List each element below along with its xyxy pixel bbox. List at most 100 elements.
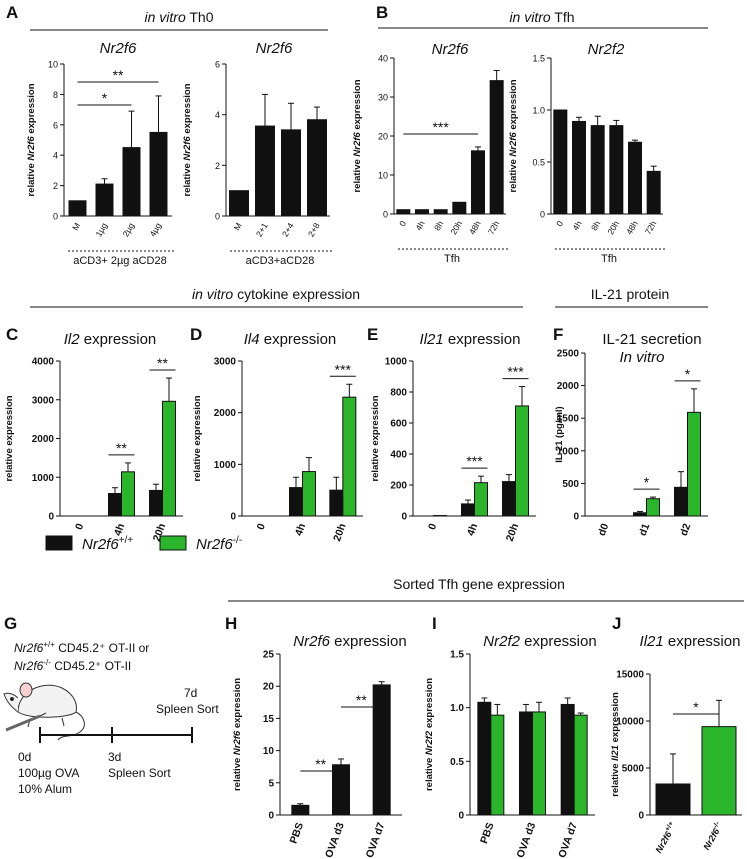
chart-e: Il21 expression 0 200 400 600 800 1000 relative… xyxy=(370,331,536,543)
y-tick-label: 0 xyxy=(230,512,236,523)
legend-label-wt: Nr2f6+/+ xyxy=(82,535,133,553)
y-tick-label: 10 xyxy=(263,746,275,757)
header-rest: cytokine expression xyxy=(233,286,360,302)
significance-label: ** xyxy=(356,692,367,708)
x-tick-label: d2 xyxy=(678,522,694,538)
ylabel-pre: relative xyxy=(352,157,363,193)
y-tick-label: 1500 xyxy=(557,414,580,425)
timeline-d3: 3d xyxy=(108,750,121,764)
y-tick-label: 1000 xyxy=(557,446,580,457)
y-tick-label: 5000 xyxy=(622,764,645,775)
chart-title: Nr2f2 xyxy=(588,41,625,58)
x-tick-label: 0 xyxy=(73,522,86,532)
mouse-gene: Nr2f6 xyxy=(14,641,44,655)
bar xyxy=(289,487,303,517)
y-axis-label: relative Nr2f2 expression xyxy=(424,678,435,791)
group-label: aCD3+ 2µg aCD28 xyxy=(73,255,166,267)
bar xyxy=(433,209,448,215)
y-tick-label: 2 xyxy=(215,161,220,171)
y-tick-label: 1000 xyxy=(214,460,237,471)
bar xyxy=(490,714,505,816)
x-tick-label: 0 xyxy=(397,219,408,228)
x-tick-label: PBS xyxy=(478,821,497,845)
x-tick-label: 4h xyxy=(293,522,308,538)
panel-letter: J xyxy=(612,614,621,633)
y-tick-label: 0 xyxy=(540,210,545,220)
bar xyxy=(95,183,114,217)
y-tick-label: 6 xyxy=(215,60,220,70)
mouse-sup: +/+ xyxy=(43,640,55,649)
group-label: Tfh xyxy=(601,253,617,265)
x-tick-label: 72h xyxy=(643,219,659,237)
chart-title: IL-21 secretion xyxy=(602,331,701,348)
ylabel-gene: Nr2f6 xyxy=(508,132,519,157)
panel-letter: F xyxy=(553,325,563,344)
ylabel-post: expression xyxy=(182,83,193,136)
bar xyxy=(646,170,661,215)
xtick-gene: Nr2f6 xyxy=(701,826,722,852)
y-tick-label: 1.5 xyxy=(450,650,464,661)
chart-a1: Nr2f6 0 2 4 6 8 10 relative Nr2f6 expression M 1µ… xyxy=(26,40,174,267)
ylabel-pre: relative xyxy=(26,161,37,197)
panel-letter: H xyxy=(225,614,237,633)
y-tick-label: 6 xyxy=(53,120,58,130)
title-gene: Il2 xyxy=(64,331,81,348)
mouse-icon xyxy=(3,682,85,741)
bar xyxy=(415,209,429,215)
y-tick-label: 0 xyxy=(401,512,407,523)
title-rest: expression xyxy=(664,633,741,650)
title-gene: Il21 xyxy=(640,633,664,650)
significance-label: *** xyxy=(432,119,449,135)
bar xyxy=(329,489,344,517)
legend-label-ko: Nr2f6-/- xyxy=(196,535,242,553)
y-axis-label: IL-21 (pg/ml) xyxy=(554,406,565,462)
ylabel-gene: Nr2f2 xyxy=(424,730,435,755)
y-axis-label: relative Nr2f6 expression xyxy=(26,83,37,196)
y-tick-label: 0 xyxy=(573,512,579,523)
timeline-d0: 0d xyxy=(18,750,31,764)
mouse-rest: CD45.2⁺ OT-II xyxy=(51,659,131,673)
y-tick-label: 600 xyxy=(390,419,407,430)
significance-label: * xyxy=(693,699,699,715)
bar xyxy=(553,109,568,215)
bar xyxy=(162,400,176,517)
header-in-vitro-th0: in vitro Th0 xyxy=(145,9,214,25)
bar xyxy=(489,80,504,215)
ylabel-post: expression xyxy=(232,678,243,731)
y-axis-label: relative expression xyxy=(192,395,203,481)
y-axis-label: relative Il21 expression xyxy=(610,692,621,797)
header-italic: in vitro xyxy=(192,286,233,302)
ylabel-pre: relative xyxy=(610,761,621,797)
bar xyxy=(281,129,301,217)
ylabel-pre: relative xyxy=(508,157,519,193)
title-text: Nr2f6 xyxy=(100,40,137,57)
x-tick-label: 8h xyxy=(589,219,603,232)
mouse-line-ko: Nr2f6-/- CD45.2⁺ OT-II xyxy=(14,658,131,673)
chart-title: Il21 expression xyxy=(640,633,741,650)
bar xyxy=(687,411,701,517)
title-gene: Il21 xyxy=(420,331,444,348)
y-tick-label: 0 xyxy=(458,811,464,822)
x-tick-label: Nr2f6-/- xyxy=(700,820,725,852)
x-tick-label: d0 xyxy=(596,522,612,538)
y-tick-label: 4 xyxy=(215,110,220,120)
timeline-d7-sort: Spleen Sort xyxy=(156,702,219,716)
title-text: Nr2f6 xyxy=(432,41,469,58)
chart-title: Il21 expression xyxy=(420,331,521,348)
x-tick-label: 8h xyxy=(432,219,446,232)
title-rest: expression xyxy=(330,633,407,650)
bar xyxy=(108,493,122,517)
bar xyxy=(572,120,586,215)
chart-i: Nr2f2 expression 0 0.5 1.0 1.5 relative Nr2f2… xyxy=(424,633,597,859)
header-in-vitro-tfh: in vitro Tfh xyxy=(509,9,574,25)
panel-letter: I xyxy=(432,614,437,633)
ylabel-pre: relative xyxy=(182,161,193,197)
bar xyxy=(372,684,391,816)
bar xyxy=(255,125,275,217)
y-tick-label: 15 xyxy=(263,714,275,725)
significance-label: *** xyxy=(507,364,524,380)
group-label: aCD3+aCD28 xyxy=(246,255,315,267)
x-tick-label: PBS xyxy=(287,821,306,845)
